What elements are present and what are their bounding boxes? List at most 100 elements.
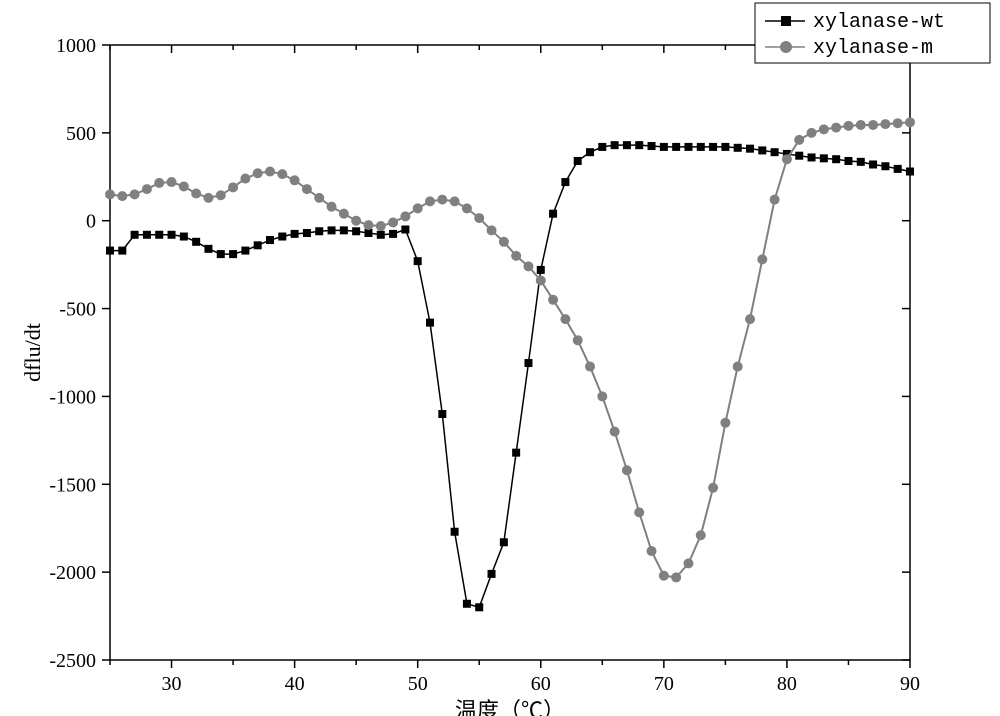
marker-square (709, 143, 717, 151)
marker-circle (770, 195, 780, 205)
marker-circle (794, 135, 804, 145)
chart-container: 30405060708090-2500-2000-1500-1000-50005… (0, 0, 1000, 716)
marker-circle (720, 418, 730, 428)
marker-square (512, 449, 520, 457)
marker-circle (905, 117, 915, 127)
y-tick-label: 500 (66, 123, 96, 145)
y-axis-label: dflu/dt (20, 323, 45, 382)
marker-square (623, 141, 631, 149)
marker-circle (339, 209, 349, 219)
marker-circle (400, 211, 410, 221)
marker-circle (487, 225, 497, 235)
marker-square (611, 141, 619, 149)
marker-circle (548, 295, 558, 305)
marker-circle (511, 251, 521, 261)
marker-circle (203, 193, 213, 203)
marker-circle (314, 193, 324, 203)
marker-square (537, 266, 545, 274)
x-tick-label: 80 (777, 673, 797, 695)
y-tick-label: -500 (59, 299, 96, 321)
marker-square (648, 142, 656, 150)
marker-circle (277, 169, 287, 179)
marker-square (808, 153, 816, 161)
marker-square (168, 231, 176, 239)
legend-marker-square (781, 16, 791, 26)
marker-square (894, 165, 902, 173)
x-tick-label: 70 (654, 673, 674, 695)
marker-circle (856, 120, 866, 130)
marker-circle (450, 196, 460, 206)
marker-square (734, 144, 742, 152)
y-tick-label: 0 (86, 211, 96, 233)
marker-circle (154, 178, 164, 188)
marker-circle (782, 154, 792, 164)
marker-circle (647, 546, 657, 556)
marker-square (328, 226, 336, 234)
marker-circle (499, 237, 509, 247)
marker-circle (351, 216, 361, 226)
marker-square (574, 157, 582, 165)
marker-circle (708, 483, 718, 493)
marker-square (660, 143, 668, 151)
marker-circle (130, 189, 140, 199)
marker-square (377, 231, 385, 239)
marker-circle (240, 174, 250, 184)
y-tick-label: -2000 (49, 562, 96, 584)
marker-square (192, 238, 200, 246)
marker-circle (302, 184, 312, 194)
marker-circle (757, 254, 767, 264)
marker-square (869, 160, 877, 168)
marker-circle (265, 167, 275, 177)
marker-circle (807, 128, 817, 138)
marker-square (500, 538, 508, 546)
marker-square (254, 241, 262, 249)
marker-square (771, 148, 779, 156)
marker-square (131, 231, 139, 239)
marker-circle (142, 184, 152, 194)
marker-square (832, 155, 840, 163)
marker-square (524, 359, 532, 367)
marker-square (820, 154, 828, 162)
x-tick-label: 30 (162, 673, 182, 695)
marker-square (180, 233, 188, 241)
y-tick-label: -2500 (49, 650, 96, 672)
marker-square (463, 600, 471, 608)
marker-circle (167, 177, 177, 187)
marker-square (426, 319, 434, 327)
marker-circle (560, 314, 570, 324)
marker-circle (437, 195, 447, 205)
marker-square (278, 233, 286, 241)
marker-circle (413, 203, 423, 213)
marker-circle (597, 391, 607, 401)
marker-circle (634, 507, 644, 517)
marker-circle (105, 189, 115, 199)
marker-circle (474, 213, 484, 223)
legend-label: xylanase-m (813, 37, 933, 60)
marker-square (746, 145, 754, 153)
marker-circle (376, 221, 386, 231)
marker-square (598, 143, 606, 151)
marker-square (389, 230, 397, 238)
marker-circle (573, 335, 583, 345)
marker-square (475, 603, 483, 611)
marker-circle (868, 120, 878, 130)
marker-square (143, 231, 151, 239)
marker-square (118, 247, 126, 255)
marker-square (672, 143, 680, 151)
marker-circle (671, 572, 681, 582)
marker-circle (388, 217, 398, 227)
marker-square (106, 247, 114, 255)
marker-square (451, 528, 459, 536)
marker-square (217, 250, 225, 258)
marker-circle (659, 571, 669, 581)
marker-circle (880, 119, 890, 129)
marker-square (438, 410, 446, 418)
marker-square (364, 229, 372, 237)
marker-square (204, 245, 212, 253)
marker-circle (536, 275, 546, 285)
marker-square (906, 168, 914, 176)
marker-square (857, 158, 865, 166)
marker-square (561, 178, 569, 186)
marker-circle (610, 427, 620, 437)
marker-square (241, 247, 249, 255)
